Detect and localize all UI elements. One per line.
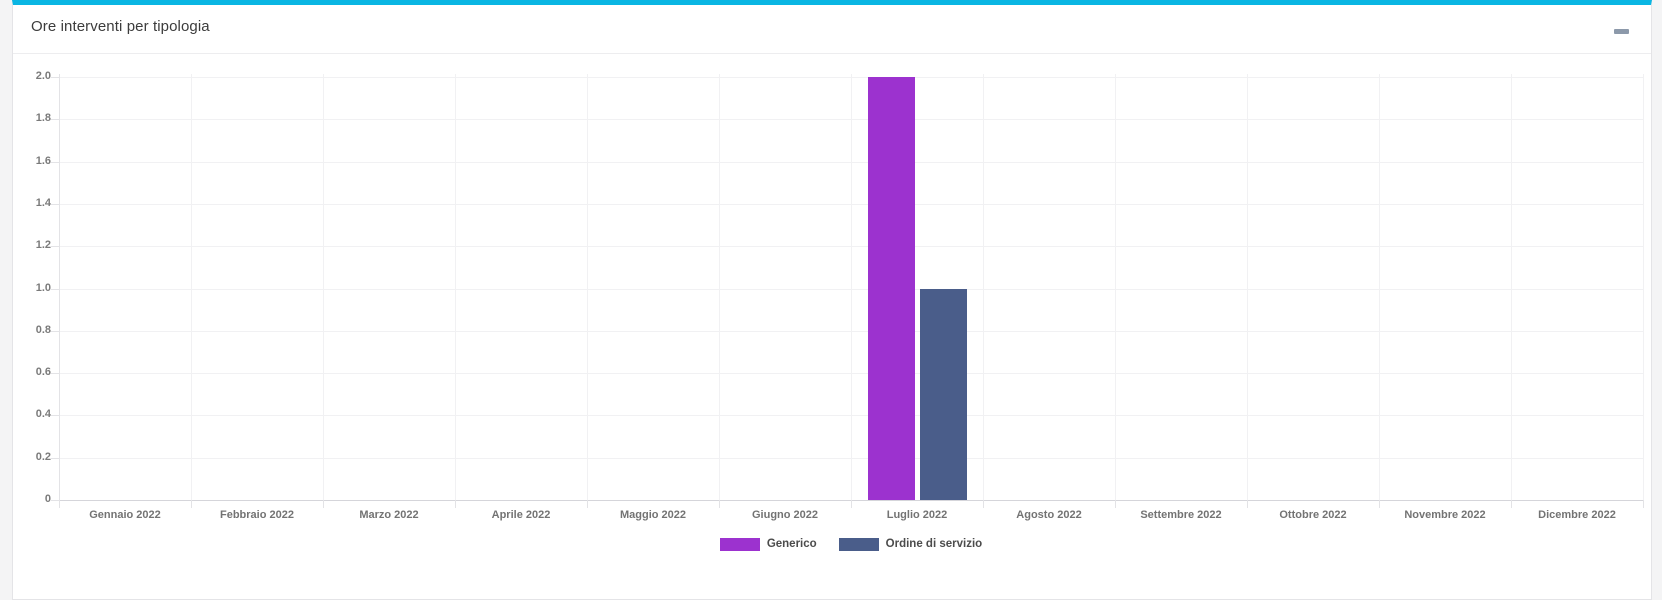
x-axis-label: Maggio 2022 (619, 509, 687, 521)
x-gridline (851, 74, 852, 500)
x-gridline (59, 74, 60, 500)
page-title: Ore interventi per tipologia (31, 18, 210, 35)
y-axis-label: 1.6 (35, 154, 51, 167)
chart-panel: Ore interventi per tipologia 0 0.2 0.4 0.6 0… (12, 0, 1652, 600)
x-tick (851, 500, 852, 508)
x-tick (1643, 500, 1644, 508)
x-gridline (587, 74, 588, 500)
legend-item-ordine-di-servizio[interactable]: Ordine di servizio (838, 537, 983, 551)
chart-legend: Generico Ordine di servizio (59, 535, 1643, 553)
x-axis-label: Dicembre 2022 (1538, 509, 1616, 521)
x-axis-label: Agosto 2022 (1016, 509, 1082, 521)
x-tick (983, 500, 984, 508)
x-tick (1247, 500, 1248, 508)
x-tick (59, 500, 60, 508)
y-tick (51, 246, 59, 248)
collapse-button[interactable] (1611, 24, 1633, 38)
y-tick (51, 203, 59, 205)
x-tick (587, 500, 588, 508)
x-axis-label: Marzo 2022 (359, 509, 419, 521)
x-gridline (1643, 74, 1644, 500)
y-axis-label: 0 (44, 493, 51, 505)
y-axis-label: 0.2 (35, 450, 51, 463)
x-tick (719, 500, 720, 508)
x-tick (1511, 500, 1512, 508)
x-gridline (323, 74, 324, 500)
y-axis-label: 0.8 (35, 323, 51, 336)
y-axis-label: 0.4 (35, 408, 51, 421)
legend-swatch-icon (719, 537, 760, 551)
x-axis-label: Gennaio 2022 (89, 509, 161, 521)
x-gridline (1511, 74, 1512, 500)
x-gridline (719, 74, 720, 500)
x-tick (1379, 500, 1380, 508)
y-tick (51, 415, 59, 417)
bar-generico[interactable] (867, 77, 915, 500)
y-tick (51, 77, 59, 78)
panel-header: Ore interventi per tipologia (13, 5, 1651, 54)
y-axis-label: 1.0 (35, 281, 51, 294)
legend-label: Generico (766, 538, 817, 550)
y-tick (51, 161, 59, 163)
y-tick (51, 373, 59, 375)
y-axis-label: 1.2 (35, 239, 51, 252)
y-axis-label: 0.6 (35, 366, 51, 379)
x-axis-label: Ottobre 2022 (1279, 509, 1347, 521)
x-axis-label: Novembre 2022 (1404, 509, 1486, 521)
bar-ordine-di-servizio[interactable] (919, 288, 967, 500)
legend-item-generico[interactable]: Generico (719, 537, 817, 551)
x-gridline (191, 74, 192, 500)
x-axis-label: Aprile 2022 (491, 509, 551, 521)
x-tick (1115, 500, 1116, 508)
minimize-icon (1614, 29, 1629, 34)
x-gridline (1115, 74, 1116, 500)
y-tick (51, 288, 59, 290)
y-axis-label: 1.4 (35, 196, 51, 209)
x-axis-label: Luglio 2022 (886, 509, 948, 521)
y-tick (51, 119, 59, 121)
y-tick (51, 500, 59, 501)
x-gridline (455, 74, 456, 500)
y-axis-label: 1.8 (35, 112, 51, 125)
x-tick (191, 500, 192, 508)
x-gridline (983, 74, 984, 500)
y-tick (51, 330, 59, 332)
x-axis-label: Settembre 2022 (1140, 509, 1222, 521)
legend-swatch-icon (838, 537, 879, 551)
x-gridline (1379, 74, 1380, 500)
x-tick (455, 500, 456, 508)
legend-label: Ordine di servizio (885, 538, 983, 550)
x-tick (323, 500, 324, 508)
x-axis-label: Giugno 2022 (751, 509, 819, 521)
y-tick (51, 457, 59, 459)
x-axis-label: Febbraio 2022 (220, 509, 294, 521)
x-gridline (1247, 74, 1248, 500)
bar-chart: 0 0.2 0.4 0.6 0.8 1.0 1.2 1.4 1.6 1.8 2.0 Gennaio 2… (13, 5, 1653, 569)
y-axis-label: 2.0 (35, 70, 51, 82)
